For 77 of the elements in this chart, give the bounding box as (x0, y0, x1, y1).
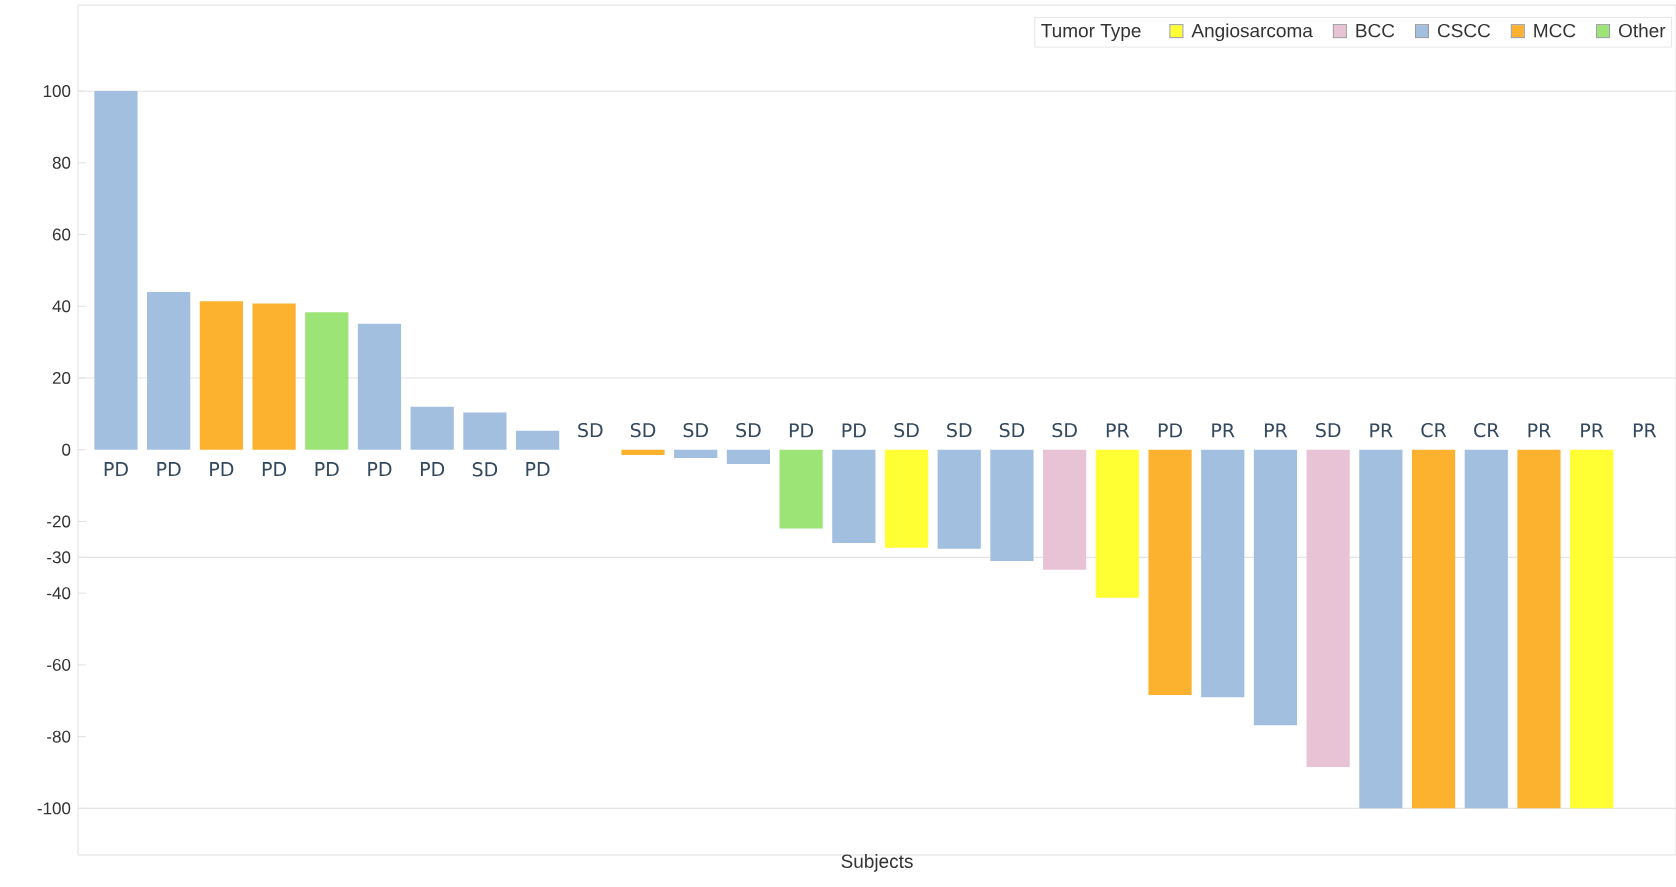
text: PR (1633, 423, 1657, 438)
bar (1570, 449, 1614, 809)
data-label: SD (894, 422, 919, 438)
bar (305, 312, 349, 450)
data-label: PD (210, 462, 234, 476)
data-label: PD (368, 462, 392, 476)
data-label: SD (999, 422, 1025, 438)
bar (1253, 449, 1298, 726)
legend-title: Tumor Type (1041, 24, 1141, 42)
bar (199, 301, 243, 450)
bar (779, 449, 823, 529)
bar (1359, 449, 1403, 809)
data-label: SD (578, 422, 603, 438)
data-label: PD (526, 462, 550, 476)
data-label: SD (472, 462, 498, 477)
y-tick-label: 20 (52, 371, 71, 384)
bar (147, 291, 191, 450)
y-tick-label: 80 (52, 156, 71, 169)
data-label: SD (1052, 422, 1077, 438)
bar (1095, 449, 1139, 598)
data-label: PR (1264, 423, 1288, 438)
bar (357, 323, 402, 450)
data-label: SD (1316, 422, 1341, 438)
data-label: SD (630, 422, 656, 438)
bar (1464, 449, 1508, 809)
data-label: SD (947, 422, 972, 438)
data-label: PD (1158, 423, 1182, 438)
bar (1148, 449, 1192, 696)
data-label: PD (420, 462, 445, 476)
bar (1517, 449, 1561, 809)
data-label: PR (1370, 423, 1393, 438)
bar (1043, 449, 1087, 570)
data-label: CR (1421, 422, 1447, 438)
data-label: PD (157, 462, 181, 476)
data-label: PD (104, 462, 128, 476)
y-tick-label: 0 (62, 443, 71, 456)
bar (1306, 449, 1350, 768)
y-tick-label: 60 (52, 228, 71, 241)
legend-label: BCC (1356, 23, 1395, 38)
data-label: PR (1528, 423, 1551, 438)
legend-label: Angiosarcoma (1191, 23, 1313, 42)
y-tick-label: -100 (37, 802, 71, 815)
bar (674, 449, 718, 458)
data-label: PR (1106, 423, 1130, 438)
y-tick-label: -60 (47, 658, 71, 671)
bar (937, 449, 981, 549)
bar (515, 430, 560, 450)
y-tick-label: 100 (43, 85, 71, 98)
legend-label: MCC (1534, 23, 1576, 38)
legend-label: Other (1618, 23, 1666, 38)
bar (884, 449, 929, 548)
data-label: PD (842, 423, 866, 438)
bar (252, 303, 296, 450)
bar (94, 91, 138, 450)
legend-label: CSCC (1437, 23, 1491, 38)
data-label: PR (1212, 423, 1235, 438)
bar (1201, 449, 1245, 698)
data-label: PD (262, 462, 286, 476)
bar (621, 449, 665, 456)
bar (990, 449, 1034, 561)
y-tick-label: -20 (47, 515, 71, 528)
bar (832, 449, 876, 543)
data-label: SD (683, 422, 708, 438)
y-tick-label: -40 (47, 587, 71, 600)
bar (1411, 449, 1456, 809)
x-axis-title: Subjects (841, 854, 913, 872)
data-label: CR (1474, 422, 1499, 438)
bar (410, 406, 454, 450)
bar (463, 412, 507, 450)
y-tick-label: 40 (52, 300, 71, 313)
data-label: PD (789, 423, 814, 438)
data-label: PR (1581, 423, 1604, 438)
y-tick-label: -80 (47, 730, 71, 743)
data-label: PD (315, 462, 339, 476)
y-tick-label: -30 (47, 551, 71, 564)
data-label: SD (736, 422, 761, 438)
bar (726, 449, 771, 465)
